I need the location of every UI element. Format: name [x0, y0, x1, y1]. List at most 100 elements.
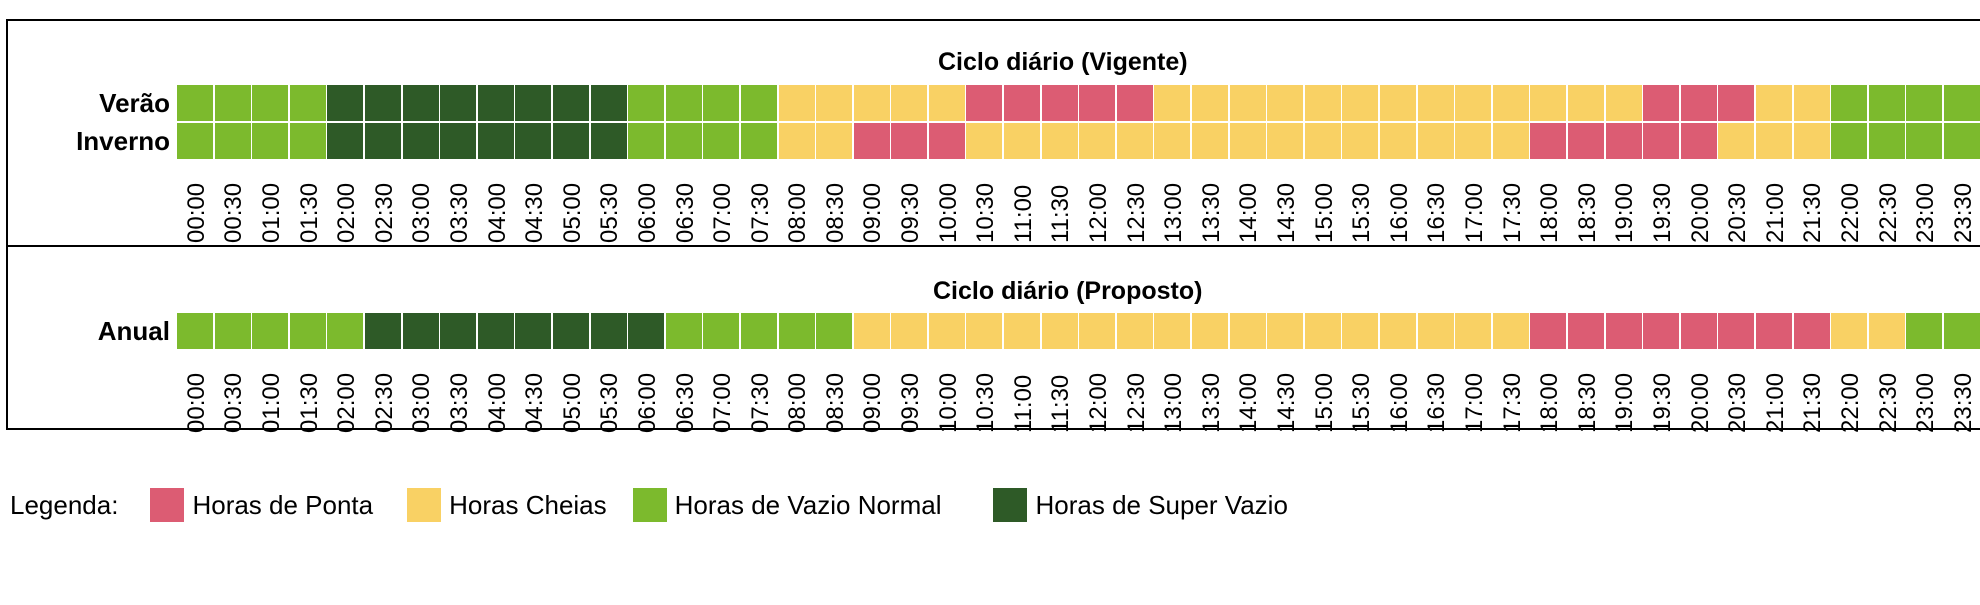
cell-anual-0130 — [289, 313, 326, 349]
cell-verão-0430 — [515, 85, 552, 121]
cell-inverno-1200 — [1079, 123, 1116, 159]
cell-verão-0130 — [289, 85, 326, 121]
cell-inverno-0600 — [628, 123, 665, 159]
cell-anual-0900 — [853, 313, 890, 349]
tick-label: 09:30 — [891, 355, 929, 435]
tick-label-text: 16:30 — [1423, 182, 1451, 243]
tick-label: 21:30 — [1794, 165, 1832, 245]
chart-panel-vigente: Ciclo diário (Vigente) Verão Inverno 00:… — [6, 19, 1980, 247]
cell-inverno-2200 — [1831, 123, 1868, 159]
tick-label-text: 20:00 — [1686, 372, 1714, 433]
cell-verão-0630 — [665, 85, 702, 121]
cell-anual-1030 — [966, 313, 1003, 349]
tick-label: 05:30 — [591, 165, 629, 245]
tick-label: 07:00 — [703, 165, 741, 245]
tick-label: 06:00 — [628, 355, 666, 435]
tick-label: 04:30 — [515, 165, 553, 245]
tick-label: 00:30 — [215, 165, 253, 245]
tick-label-text: 22:00 — [1836, 372, 1864, 433]
tick-label-text: 19:30 — [1648, 372, 1676, 433]
cell-verão-0800 — [778, 85, 815, 121]
cell-anual-0400 — [477, 313, 514, 349]
tick-label-text: 02:00 — [333, 182, 361, 243]
legend: Legenda: Horas de Ponta Horas Cheias Hor… — [10, 488, 1288, 522]
cell-inverno-1530 — [1342, 123, 1379, 159]
tick-label: 18:00 — [1530, 355, 1568, 435]
cell-verão-1930 — [1643, 85, 1680, 121]
cell-verão-1330 — [1192, 85, 1229, 121]
tick-label-text: 04:30 — [521, 182, 549, 243]
tick-label: 22:00 — [1831, 165, 1869, 245]
cell-anual-0800 — [778, 313, 815, 349]
tick-label: 06:30 — [666, 355, 704, 435]
tick-label-text: 03:00 — [408, 182, 436, 243]
cell-anual-2300 — [1906, 313, 1943, 349]
tick-label-text: 05:30 — [596, 182, 624, 243]
cell-anual-1930 — [1643, 313, 1680, 349]
cell-inverno-2030 — [1718, 123, 1755, 159]
cell-anual-1800 — [1530, 313, 1567, 349]
tick-label: 05:00 — [553, 355, 591, 435]
cell-inverno-1900 — [1605, 123, 1642, 159]
tick-label-text: 12:00 — [1085, 182, 1113, 243]
tick-label-text: 02:30 — [370, 182, 398, 243]
tick-label: 00:30 — [215, 355, 253, 435]
cell-verão-2030 — [1718, 85, 1755, 121]
cell-inverno-1500 — [1304, 123, 1341, 159]
tick-label-text: 17:30 — [1498, 182, 1526, 243]
cell-inverno-0330 — [440, 123, 477, 159]
cell-verão-0200 — [327, 85, 364, 121]
tick-label-text: 00:30 — [220, 372, 248, 433]
tick-label: 22:30 — [1869, 355, 1907, 435]
tick-label-text: 17:00 — [1460, 372, 1488, 433]
cell-verão-0600 — [628, 85, 665, 121]
tick-label-text: 00:30 — [220, 182, 248, 243]
tick-label: 02:00 — [327, 355, 365, 435]
tick-label: 01:30 — [290, 355, 328, 435]
tick-label-text: 09:30 — [897, 182, 925, 243]
cell-inverno-0700 — [703, 123, 740, 159]
cell-anual-1230 — [1116, 313, 1153, 349]
tick-label-text: 14:00 — [1235, 372, 1263, 433]
cell-anual-0830 — [816, 313, 853, 349]
cell-anual-1730 — [1492, 313, 1529, 349]
tick-label: 03:30 — [440, 355, 478, 435]
cell-verão-0000 — [177, 85, 213, 121]
tick-label-text: 19:30 — [1648, 182, 1676, 243]
cell-anual-0730 — [740, 313, 777, 349]
tick-label-text: 08:00 — [784, 372, 812, 433]
tick-label-text: 10:00 — [934, 372, 962, 433]
cell-inverno-2100 — [1755, 123, 1792, 159]
legend-item-cheias: Horas Cheias — [407, 488, 607, 522]
tick-label: 07:00 — [703, 355, 741, 435]
row-label-anual: Anual — [97, 316, 170, 346]
tick-label-text: 04:00 — [483, 182, 511, 243]
cell-inverno-0000 — [177, 123, 213, 159]
tick-label-text: 22:30 — [1874, 182, 1902, 243]
tick-label: 22:30 — [1869, 165, 1907, 245]
tick-label-text: 00:00 — [182, 182, 210, 243]
cell-anual-1400 — [1229, 313, 1266, 349]
cell-inverno-0900 — [853, 123, 890, 159]
legend-label-super-vazio: Horas de Super Vazio — [1035, 489, 1288, 520]
tick-label-text: 03:00 — [408, 372, 436, 433]
cell-anual-2130 — [1793, 313, 1830, 349]
cell-verão-0930 — [891, 85, 928, 121]
cell-anual-0030 — [214, 313, 251, 349]
cell-inverno-1630 — [1417, 123, 1454, 159]
cell-anual-0700 — [703, 313, 740, 349]
tick-label-text: 21:30 — [1799, 372, 1827, 433]
cell-inverno-0400 — [477, 123, 514, 159]
tick-label: 17:30 — [1493, 165, 1531, 245]
tick-label: 19:30 — [1643, 165, 1681, 245]
cell-inverno-0230 — [364, 123, 401, 159]
cell-inverno-1030 — [966, 123, 1003, 159]
tick-label-text: 08:30 — [821, 182, 849, 243]
cell-verão-1730 — [1492, 85, 1529, 121]
legend-item-vazio-normal: Horas de Vazio Normal — [632, 488, 941, 522]
tick-label: 08:00 — [779, 165, 817, 245]
tick-label: 02:30 — [365, 165, 403, 245]
tick-label: 20:00 — [1681, 355, 1719, 435]
cell-inverno-1230 — [1116, 123, 1153, 159]
legend-swatch-super-vazio — [993, 488, 1028, 522]
